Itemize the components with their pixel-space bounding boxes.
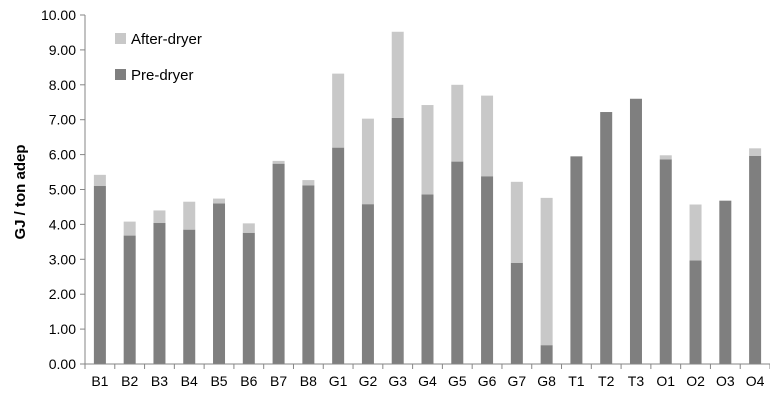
x-axis-ticks: B1 B2 B3 B4 B5 B6 B7 B8 G1 G2 G3 G4 G5 G6 G7 G8 T1 T2 T3 O1…	[84, 364, 770, 389]
axes	[84, 15, 770, 365]
bar-after-dryer-b6	[242, 223, 255, 233]
x-tick-label-o2: O2	[686, 373, 705, 389]
bar-pre-dryer-o1	[659, 159, 672, 364]
bar-pre-dryer-g3	[391, 117, 404, 364]
x-tick-label-t2: T2	[598, 373, 615, 389]
bar-pre-dryer-t1	[570, 156, 583, 364]
bar-pre-dryer-b6	[242, 232, 255, 364]
x-tick-label-o1: O1	[656, 373, 675, 389]
bars-group	[93, 31, 762, 364]
y-tick-label: 2.00	[49, 286, 76, 302]
x-tick-label-g1: G1	[329, 373, 348, 389]
bar-pre-dryer-b2	[123, 235, 136, 364]
bar-pre-dryer-g6	[481, 176, 494, 364]
legend-swatch-after-dryer	[115, 33, 126, 44]
bar-pre-dryer-b1	[93, 186, 106, 364]
x-tick-label-b3: B3	[151, 373, 168, 389]
bar-after-dryer-g3	[391, 31, 404, 118]
legend: After-dryer Pre-dryer	[115, 31, 202, 84]
x-tick-label-g2: G2	[359, 373, 378, 389]
x-tick-label-g5: G5	[448, 373, 467, 389]
y-tick-label: 4.00	[49, 216, 76, 232]
y-tick-label: 3.00	[49, 251, 76, 267]
x-tick-label-b8: B8	[300, 373, 317, 389]
bar-pre-dryer-b4	[183, 229, 196, 364]
x-tick-label-t3: T3	[628, 373, 645, 389]
x-tick-label-b5: B5	[210, 373, 227, 389]
x-tick-label-b4: B4	[181, 373, 198, 389]
y-tick-label: 7.00	[49, 112, 76, 128]
bar-after-dryer-b2	[123, 221, 136, 236]
bar-pre-dryer-b3	[153, 223, 166, 364]
bar-after-dryer-o1	[659, 155, 672, 160]
legend-swatch-pre-dryer	[115, 69, 126, 80]
bar-pre-dryer-t3	[629, 98, 642, 364]
y-tick-label: 6.00	[49, 147, 76, 163]
bar-pre-dryer-g5	[451, 161, 464, 364]
y-tick-label: 5.00	[49, 182, 76, 198]
bar-after-dryer-o4	[749, 148, 762, 156]
x-tick-label-g7: G7	[508, 373, 527, 389]
bar-after-dryer-g7	[510, 181, 523, 263]
bar-after-dryer-g8	[540, 197, 553, 346]
bar-pre-dryer-t2	[600, 112, 613, 364]
x-tick-label-o3: O3	[716, 373, 735, 389]
bar-pre-dryer-o4	[749, 155, 762, 364]
bar-pre-dryer-g1	[332, 147, 345, 364]
y-tick-label: 0.00	[49, 356, 76, 372]
bar-pre-dryer-b5	[213, 203, 226, 364]
bar-after-dryer-o2	[689, 204, 702, 261]
x-tick-label-b2: B2	[121, 373, 138, 389]
x-tick-label-g6: G6	[478, 373, 497, 389]
bar-pre-dryer-g8	[540, 345, 553, 364]
bar-after-dryer-g1	[332, 73, 345, 148]
bar-after-dryer-b3	[153, 210, 166, 224]
bar-after-dryer-b5	[213, 198, 226, 204]
legend-label-pre-dryer: Pre-dryer	[131, 67, 194, 84]
bar-after-dryer-g2	[361, 118, 374, 205]
bar-pre-dryer-o3	[719, 200, 732, 364]
bar-after-dryer-g6	[481, 95, 494, 177]
x-tick-label-o4: O4	[746, 373, 765, 389]
bar-pre-dryer-b7	[272, 163, 285, 364]
bar-pre-dryer-o2	[689, 260, 702, 364]
x-tick-label-g3: G3	[388, 373, 407, 389]
bar-pre-dryer-b8	[302, 185, 315, 364]
x-tick-label-t1: T1	[568, 373, 585, 389]
y-axis-title: GJ / ton adep	[12, 144, 29, 239]
x-tick-label-g8: G8	[537, 373, 556, 389]
y-tick-label: 8.00	[49, 77, 76, 93]
x-tick-label-b7: B7	[270, 373, 287, 389]
y-tick-label: 1.00	[49, 321, 76, 337]
x-tick-label-b6: B6	[240, 373, 257, 389]
bar-after-dryer-b4	[183, 201, 196, 230]
bar-pre-dryer-g7	[510, 262, 523, 364]
bar-after-dryer-b7	[272, 160, 285, 164]
bar-after-dryer-g5	[451, 84, 464, 162]
y-tick-label: 10.00	[41, 7, 76, 23]
y-axis-ticks: 0.00 1.00 2.00 3.00 4.00 5.00 6.00 7.00 8.00 9.00…	[41, 7, 85, 372]
bar-after-dryer-g4	[421, 105, 434, 195]
bar-pre-dryer-g2	[361, 204, 374, 364]
y-tick-label: 9.00	[49, 42, 76, 58]
x-tick-label-b1: B1	[91, 373, 108, 389]
legend-label-after-dryer: After-dryer	[131, 31, 202, 48]
bar-after-dryer-b8	[302, 180, 315, 186]
x-tick-label-g4: G4	[418, 373, 437, 389]
bar-after-dryer-b1	[93, 174, 106, 187]
bar-pre-dryer-g4	[421, 194, 434, 364]
